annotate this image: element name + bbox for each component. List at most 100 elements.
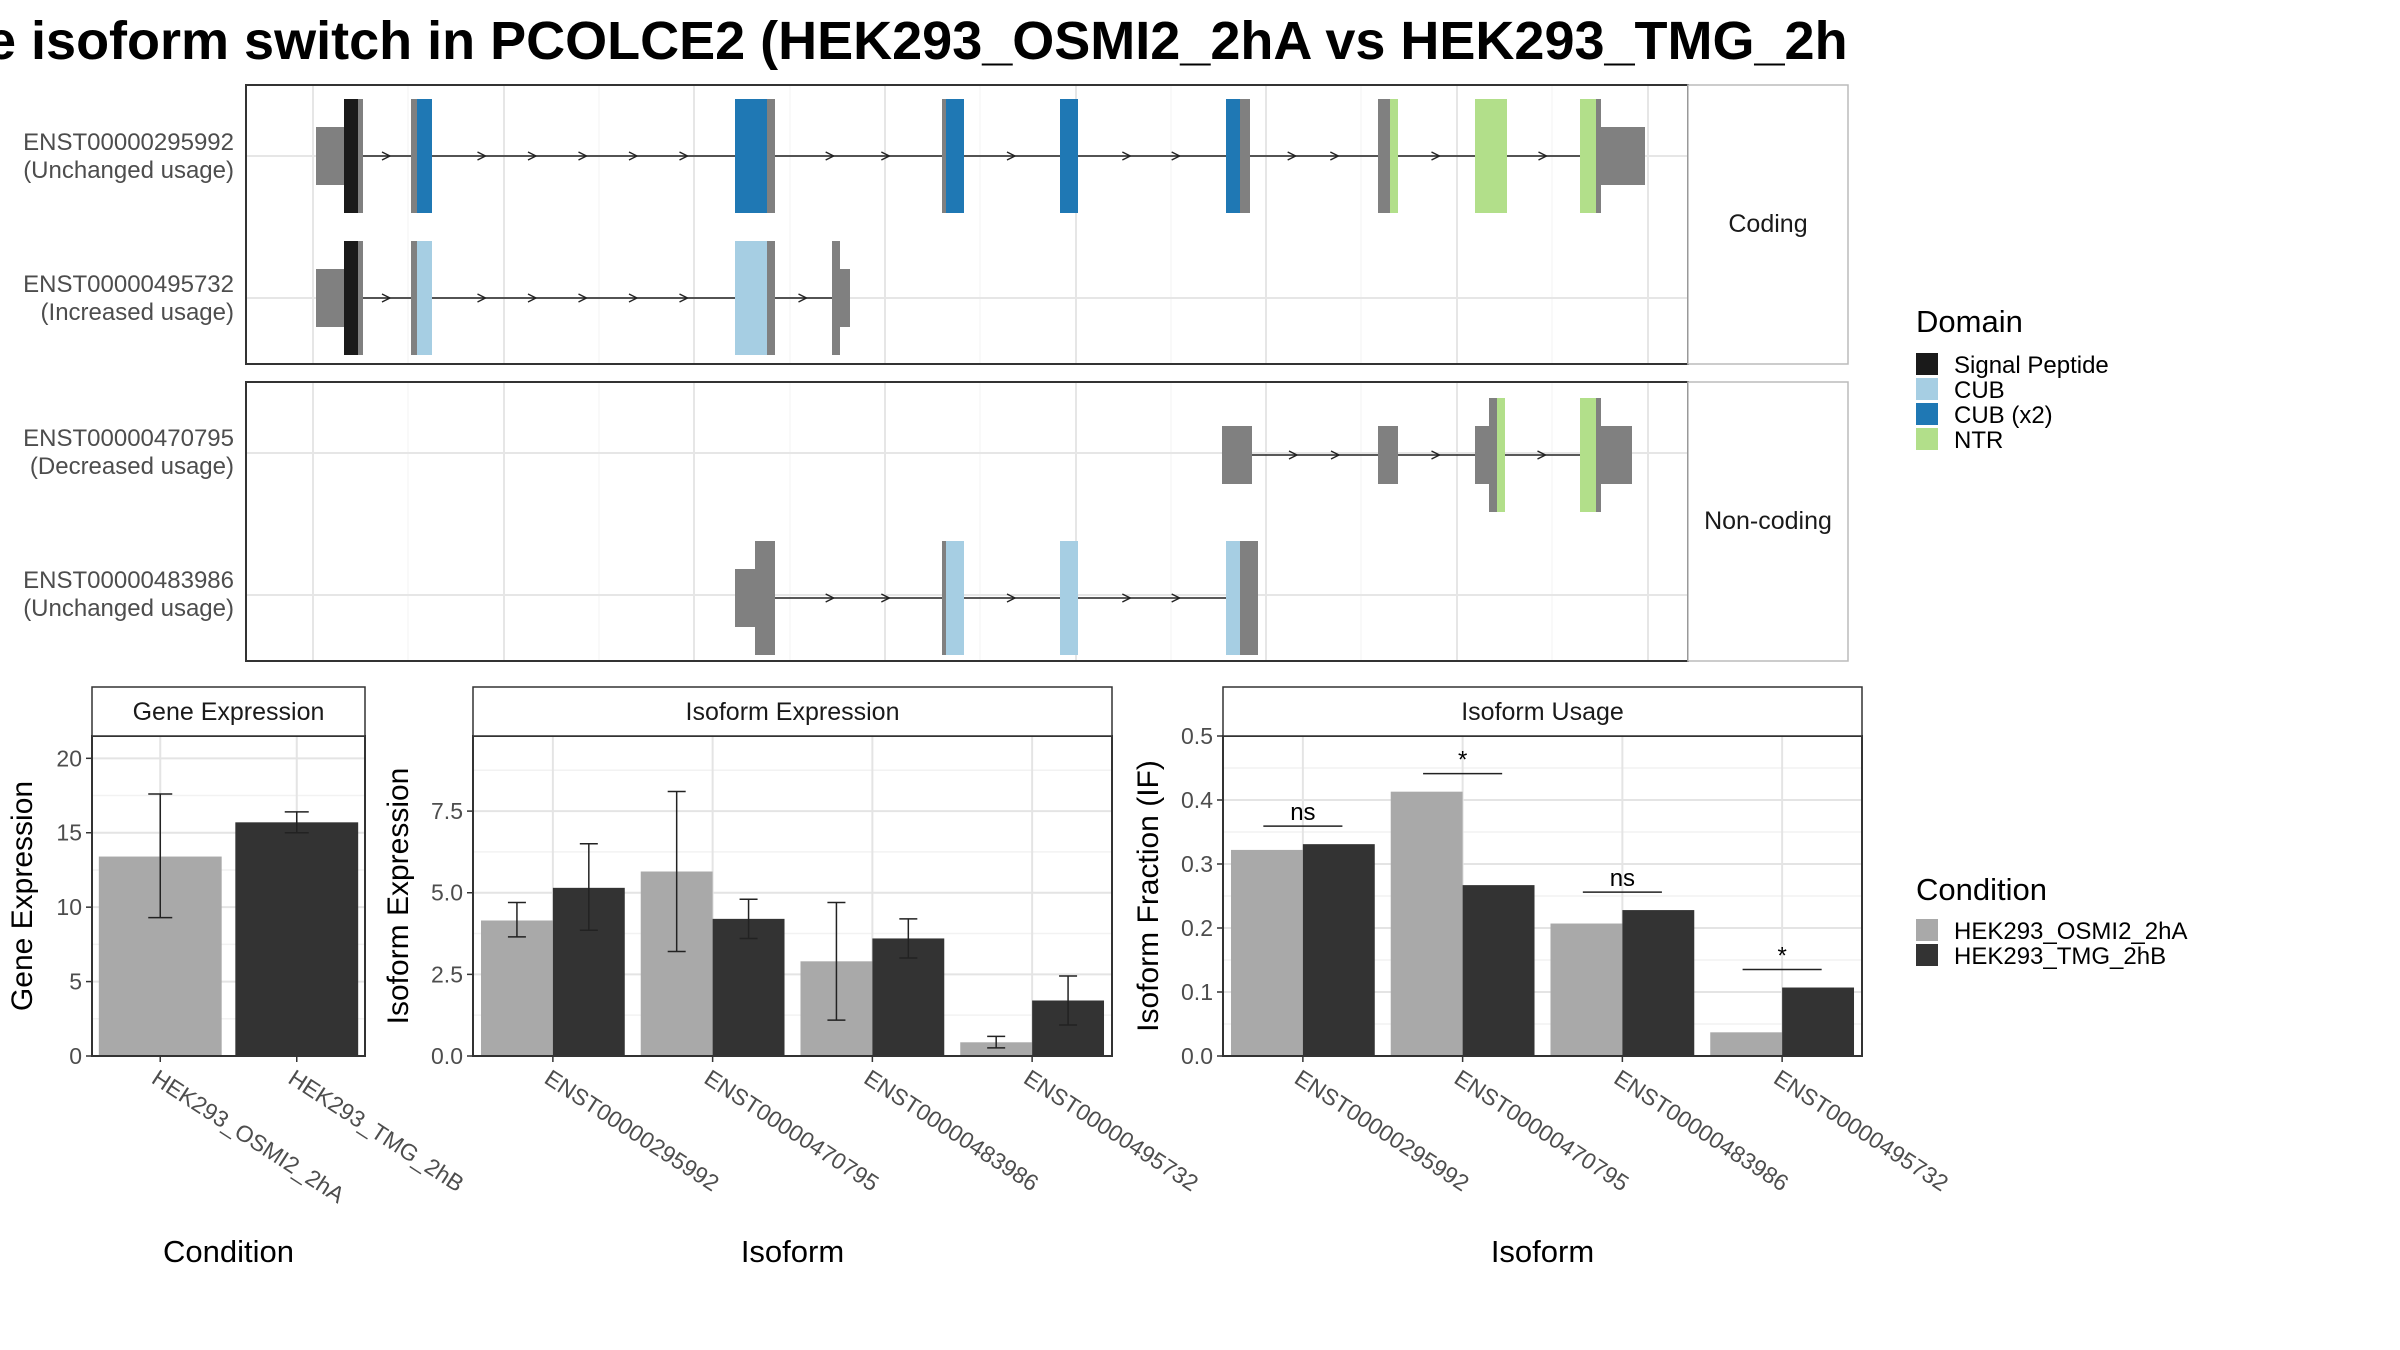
exon-block	[1378, 426, 1398, 484]
exon-block	[411, 241, 417, 355]
x-axis-title: Isoform	[1491, 1234, 1594, 1269]
x-tick-label: ENST00000495732	[1019, 1064, 1203, 1196]
intron-direction-arrow	[1537, 450, 1548, 460]
x-tick-label: ENST00000495732	[1769, 1064, 1953, 1196]
legend-label: HEK293_OSMI2_2hA	[1954, 918, 2187, 945]
exon-block	[735, 569, 755, 627]
figure-title: e isoform switch in PCOLCE2 (HEK293_OSMI…	[0, 11, 1848, 71]
domain-block	[1475, 99, 1507, 213]
bar	[1622, 910, 1695, 1056]
domain-legend-item: CUB (x2)	[1916, 402, 2053, 429]
legend-swatch	[1916, 919, 1938, 941]
bar-charts: 05101520HEK293_OSMI2_2hAHEK293_TMG_2hBGe…	[6, 686, 1953, 1269]
intron-direction-arrow	[1330, 450, 1341, 460]
significance-label: ns	[1610, 865, 1635, 892]
intron-direction-arrow	[381, 151, 392, 161]
bar	[235, 822, 359, 1056]
intron-direction-arrow	[1538, 151, 1549, 161]
exon-block	[358, 99, 363, 213]
condition-legend: Condition HEK293_OSMI2_2hA HEK293_TMG_2h…	[1916, 872, 2187, 970]
condition-legend-item: HEK293_TMG_2hB	[1916, 943, 2166, 970]
intron-direction-arrow	[1171, 151, 1182, 161]
structure-features	[735, 398, 1632, 655]
domain-block	[1580, 99, 1596, 213]
y-tick-label: 0	[69, 1043, 82, 1069]
intron-direction-arrow	[825, 151, 836, 161]
legend-label: HEK293_TMG_2hB	[1954, 943, 2166, 970]
intron-direction-arrow	[527, 151, 538, 161]
structure-features	[316, 99, 1645, 355]
x-tick-label: ENST00000483986	[1610, 1064, 1794, 1196]
domain-block	[1497, 398, 1505, 512]
intron-direction-arrow	[881, 151, 891, 161]
domain-block	[344, 241, 358, 355]
y-tick-label: 10	[56, 894, 82, 920]
domain-legend-item: NTR	[1916, 427, 2003, 454]
domain-block	[1226, 99, 1240, 213]
structure-panel-border	[245, 84, 1689, 365]
intron-direction-arrow	[1287, 151, 1298, 161]
domain-legend-item: Signal Peptide	[1916, 352, 2109, 379]
domain-block	[735, 241, 767, 355]
chart-panel: 0.00.10.20.30.40.5ENST00000295992ENST000…	[1132, 686, 1953, 1269]
transcript-id-label: ENST00000295992	[23, 129, 234, 156]
x-tick-label: ENST00000295992	[1290, 1064, 1474, 1196]
y-tick-label: 0.2	[1181, 915, 1213, 941]
intron-direction-arrow	[477, 151, 488, 161]
domain-block	[1580, 398, 1596, 512]
intron-direction-arrow	[1006, 593, 1017, 603]
y-tick-label: 20	[56, 745, 82, 771]
exon-block	[1601, 127, 1645, 185]
structure-gridlines	[247, 383, 1687, 660]
transcript-id-label: ENST00000495732	[23, 271, 234, 298]
intron-direction-arrow	[679, 151, 690, 161]
condition-legend-title: Condition	[1916, 872, 2047, 907]
intron-direction-arrow	[1431, 450, 1442, 460]
bar	[1550, 923, 1623, 1056]
intron-direction-arrow	[1171, 593, 1182, 603]
intron-direction-arrow	[1330, 151, 1340, 161]
bar	[1462, 885, 1535, 1056]
y-tick-label: 2.5	[431, 961, 463, 987]
structure-panel-noncoding: Non-coding ENST00000470795 (Decreased us…	[23, 381, 1849, 662]
y-tick-label: 0.0	[431, 1043, 463, 1069]
legend-swatch	[1916, 428, 1938, 450]
exon-block	[755, 541, 775, 655]
intron-direction-arrow	[825, 593, 836, 603]
y-tick-label: 0.1	[1181, 979, 1213, 1005]
exon-block	[316, 269, 344, 327]
chart-panel: 0.0 2.5 5.0 7.5 ENST00000295992ENST000004707…	[382, 686, 1203, 1269]
facet-strip-label: Coding	[1728, 210, 1807, 238]
legend-label: CUB (x2)	[1954, 402, 2053, 429]
domain-block	[946, 541, 964, 655]
y-tick-label: 0.5	[1181, 723, 1213, 749]
exon-block	[832, 241, 840, 355]
exon-block	[1378, 99, 1390, 213]
exon-block	[1240, 99, 1250, 213]
bar	[1710, 1032, 1783, 1056]
chart-title: Gene Expression	[133, 698, 325, 726]
exon-block	[1222, 426, 1252, 484]
legend-label: CUB	[1954, 377, 2005, 404]
transcript-usage-label: (Increased usage)	[41, 299, 234, 326]
y-tick-label: 0.4	[1181, 787, 1213, 813]
intron-direction-arrow	[527, 293, 538, 303]
exon-block	[942, 541, 946, 655]
y-axis-title: Gene Expression	[6, 781, 39, 1011]
exon-block	[767, 99, 775, 213]
bar	[1230, 849, 1303, 1056]
transcript-id-label: ENST00000470795	[23, 425, 234, 452]
transcript-usage-label: (Unchanged usage)	[23, 595, 234, 622]
domain-block	[417, 241, 432, 355]
facet-strip-coding	[1687, 84, 1849, 365]
structure-panel-coding: Coding ENST00000295992 (Unchanged usage)…	[23, 84, 1849, 365]
domain-block	[1060, 99, 1078, 213]
domain-block	[946, 99, 964, 213]
bar	[1390, 791, 1463, 1056]
transcript-usage-label: (Unchanged usage)	[23, 157, 234, 184]
domain-legend-item: CUB	[1916, 377, 2005, 404]
facet-strip-label: Non-coding	[1704, 507, 1832, 535]
intron-direction-arrow	[1431, 151, 1442, 161]
intron-direction-arrow	[1122, 151, 1132, 161]
